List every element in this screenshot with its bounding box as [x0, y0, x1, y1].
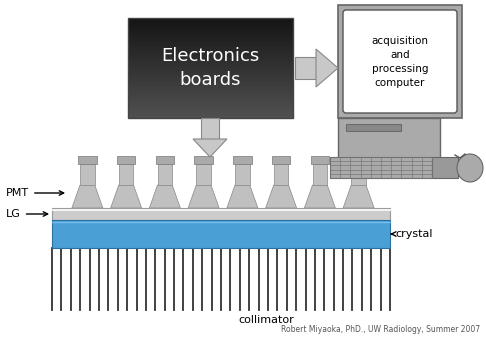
- Bar: [128, 30, 293, 33]
- Bar: [156, 156, 174, 164]
- Bar: [349, 156, 368, 164]
- Text: PMT: PMT: [6, 188, 64, 198]
- Polygon shape: [343, 185, 374, 208]
- Bar: [233, 156, 252, 164]
- Bar: [432, 157, 458, 178]
- Polygon shape: [227, 185, 258, 208]
- Bar: [128, 111, 293, 113]
- Bar: [157, 164, 172, 185]
- Bar: [128, 55, 293, 58]
- Bar: [128, 91, 293, 93]
- Text: Robert Miyaoka, PhD., UW Radiology, Summer 2007: Robert Miyaoka, PhD., UW Radiology, Summ…: [281, 325, 480, 334]
- Bar: [312, 164, 327, 185]
- Bar: [128, 113, 293, 116]
- Polygon shape: [111, 185, 141, 208]
- Bar: [272, 156, 291, 164]
- Bar: [117, 156, 136, 164]
- Bar: [128, 41, 293, 43]
- Bar: [128, 50, 293, 53]
- Bar: [128, 58, 293, 61]
- Bar: [128, 23, 293, 25]
- Bar: [128, 46, 293, 48]
- Polygon shape: [188, 185, 219, 208]
- Bar: [196, 164, 211, 185]
- Bar: [128, 61, 293, 63]
- Bar: [128, 86, 293, 88]
- Bar: [128, 66, 293, 68]
- Bar: [201, 118, 219, 141]
- Text: collimator: collimator: [238, 315, 294, 325]
- Bar: [128, 98, 293, 100]
- Polygon shape: [193, 139, 227, 157]
- Polygon shape: [149, 185, 180, 208]
- Bar: [128, 103, 293, 105]
- Bar: [119, 164, 134, 185]
- Bar: [194, 156, 213, 164]
- Bar: [338, 118, 440, 158]
- Ellipse shape: [457, 154, 483, 182]
- Bar: [128, 71, 293, 73]
- Bar: [128, 28, 293, 30]
- Bar: [78, 156, 97, 164]
- Bar: [80, 164, 95, 185]
- Bar: [128, 105, 293, 108]
- Bar: [330, 157, 432, 178]
- Bar: [128, 80, 293, 83]
- Polygon shape: [316, 49, 338, 87]
- Bar: [338, 5, 462, 118]
- Bar: [128, 93, 293, 96]
- Bar: [311, 156, 329, 164]
- Bar: [351, 164, 366, 185]
- Bar: [128, 18, 293, 21]
- Bar: [128, 21, 293, 23]
- Text: crystal: crystal: [391, 229, 433, 239]
- Text: Electronics
boards: Electronics boards: [161, 47, 260, 89]
- Bar: [128, 100, 293, 103]
- Bar: [128, 63, 293, 66]
- Bar: [274, 164, 289, 185]
- Bar: [128, 35, 293, 38]
- Bar: [295, 57, 316, 79]
- Bar: [128, 88, 293, 91]
- Bar: [52, 208, 390, 220]
- Bar: [128, 75, 293, 78]
- Bar: [128, 78, 293, 80]
- Bar: [128, 96, 293, 98]
- Bar: [128, 38, 293, 41]
- Bar: [128, 108, 293, 111]
- Bar: [128, 73, 293, 75]
- Bar: [346, 124, 401, 131]
- Bar: [52, 220, 390, 248]
- Bar: [128, 48, 293, 50]
- Bar: [128, 25, 293, 28]
- Text: LG: LG: [6, 209, 48, 219]
- Polygon shape: [266, 185, 296, 208]
- Text: acquisition
and
processing
computer: acquisition and processing computer: [371, 35, 429, 88]
- Bar: [235, 164, 250, 185]
- Polygon shape: [72, 185, 103, 208]
- Bar: [128, 33, 293, 35]
- Bar: [128, 53, 293, 55]
- Bar: [128, 116, 293, 118]
- Bar: [128, 83, 293, 86]
- Bar: [128, 68, 293, 71]
- FancyBboxPatch shape: [343, 10, 457, 113]
- Bar: [128, 18, 293, 118]
- Polygon shape: [304, 185, 335, 208]
- Bar: [128, 43, 293, 46]
